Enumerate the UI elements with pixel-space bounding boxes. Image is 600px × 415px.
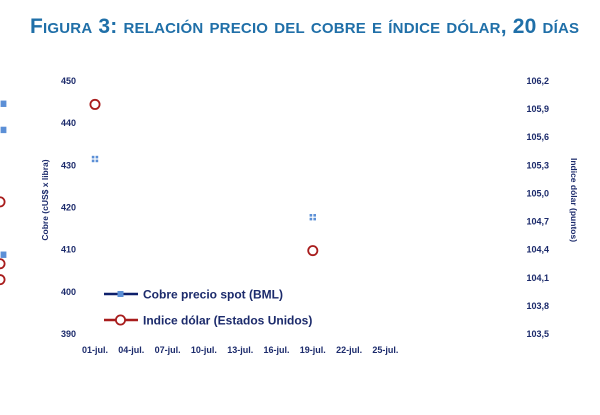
y-left-tick-label: 440 — [61, 118, 76, 128]
legend-label: Indice dólar (Estados Unidos) — [143, 314, 312, 328]
legend: Cobre precio spot (BML) Indice dólar (Est… — [104, 288, 312, 328]
series-2-point — [0, 274, 6, 286]
series-2-point — [307, 245, 319, 257]
y-right-tick-label: 103,8 — [526, 301, 549, 311]
y-left-tick-label: 390 — [61, 329, 76, 339]
y-right-ticks: 106,2 105,9 105,6 105,3 105,0 104,7 104,4 104,1… — [526, 76, 549, 339]
series-1-point — [0, 126, 7, 134]
y-left-tick-label: 450 — [61, 76, 76, 86]
y-right-tick-label: 104,7 — [526, 217, 549, 227]
y-left-tick-label: 410 — [61, 245, 76, 255]
y-right-tick-label: 106,2 — [526, 76, 549, 86]
x-tick-label: 22-jul. — [336, 345, 362, 355]
x-ticks: 01-jul. 04-jul. 07-jul. 10-jul. 13-jul. 16-ju… — [82, 345, 398, 355]
legend-item-1: Cobre precio spot (BML) — [104, 288, 283, 302]
series-2-point — [89, 98, 101, 110]
y-right-tick-label: 105,9 — [526, 104, 549, 114]
series-1-point — [309, 213, 317, 221]
x-tick-label: 01-jul. — [82, 345, 108, 355]
y-right-tick-label: 103,5 — [526, 329, 549, 339]
y-right-tick-label: 105,6 — [526, 132, 549, 142]
x-tick-label: 19-jul. — [300, 345, 326, 355]
y-left-ticks: 450 440 430 420 410 400 390 — [61, 76, 76, 339]
series-layer — [0, 98, 319, 286]
x-tick-label: 10-jul. — [191, 345, 217, 355]
x-tick-label: 07-jul. — [155, 345, 181, 355]
y-left-tick-label: 430 — [61, 160, 76, 170]
x-tick-label: 13-jul. — [227, 345, 253, 355]
y-axis-label-left: Cobre (cUS$ x libra) — [40, 159, 50, 240]
x-tick-label: 25-jul. — [372, 345, 398, 355]
y-axis-label-right: Indice dólar (puntos) — [569, 158, 579, 242]
series-1-point — [0, 251, 7, 259]
y-right-tick-label: 105,0 — [526, 188, 549, 198]
series-1-point — [91, 155, 99, 163]
y-right-tick-label: 104,4 — [526, 245, 549, 255]
x-tick-label: 16-jul. — [263, 345, 289, 355]
series-2-point — [0, 196, 6, 208]
chart-title: Figura 3: relación precio del cobre e ín… — [30, 15, 580, 38]
x-tick-label: 04-jul. — [118, 345, 144, 355]
legend-label: Cobre precio spot (BML) — [143, 288, 283, 302]
y-right-tick-label: 104,1 — [526, 273, 549, 283]
series-1-point — [0, 100, 7, 108]
y-left-tick-label: 400 — [61, 287, 76, 297]
y-right-tick-label: 105,3 — [526, 160, 549, 170]
y-left-tick-label: 420 — [61, 203, 76, 213]
series-2-point — [0, 258, 6, 270]
legend-item-2: Indice dólar (Estados Unidos) — [104, 314, 312, 328]
